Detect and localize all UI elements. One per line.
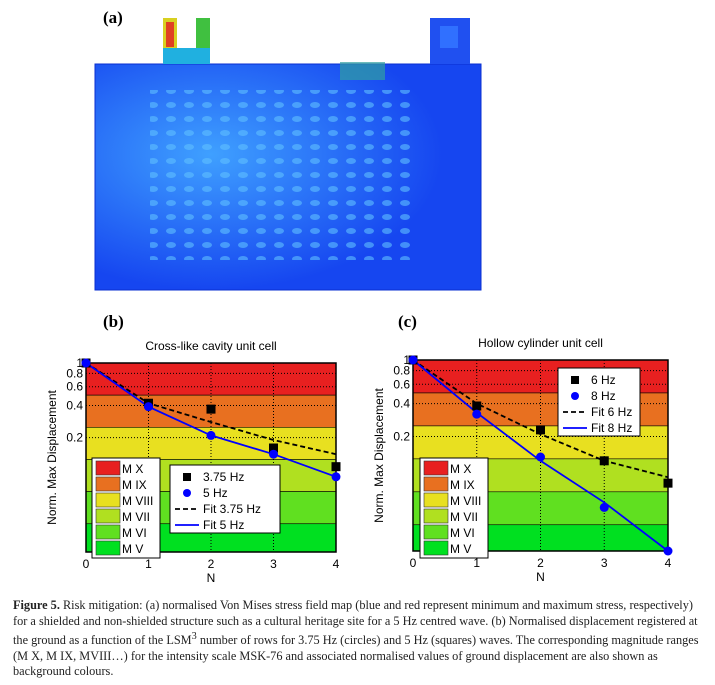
data-point-square	[536, 425, 545, 435]
data-point-circle	[599, 502, 609, 512]
band-legend-label: M V	[450, 542, 471, 556]
data-point-circle	[472, 409, 482, 419]
band-legend-label: M VI	[122, 526, 147, 540]
legend-circle-icon	[183, 489, 191, 497]
band-legend-swatch	[423, 508, 449, 524]
legend-label: 3.75 Hz	[203, 470, 244, 484]
band-legend-swatch	[423, 460, 449, 476]
band-legend-label: M VII	[122, 510, 150, 524]
band-legend-label: M VI	[450, 526, 475, 540]
band-legend-label: M VII	[450, 510, 478, 524]
panel-label-c: (c)	[398, 312, 417, 331]
x-axis-label: N	[536, 570, 545, 584]
band-legend-label: M IX	[450, 478, 475, 492]
x-tick-label: 2	[537, 556, 544, 570]
data-point-circle	[144, 402, 153, 412]
data-point-square	[599, 456, 609, 466]
panel-label-b: (b)	[103, 312, 124, 331]
x-tick-label: 1	[145, 557, 152, 571]
y-axis-label: Norm. Max Displacement	[45, 389, 59, 524]
legend-square-icon	[183, 473, 191, 481]
data-point-square	[472, 401, 482, 411]
band-legend-swatch	[423, 540, 449, 556]
band-legend-swatch	[95, 540, 121, 556]
band-legend-swatch	[423, 492, 449, 508]
data-point-circle	[408, 355, 418, 365]
legend-circle-icon	[571, 392, 579, 400]
legend-label: Fit 6 Hz	[591, 405, 632, 419]
y-tick-label: 0.2	[66, 431, 83, 445]
legend-label: 6 Hz	[591, 373, 616, 387]
data-point-circle	[663, 546, 673, 556]
x-axis-label: N	[207, 571, 216, 585]
band-legend-swatch	[423, 524, 449, 540]
band-legend-label: M V	[122, 542, 143, 556]
caption-text-2: number of rows for 3.75 Hz (circles) and…	[13, 633, 699, 679]
band-legend-swatch	[95, 492, 121, 508]
band-legend-label: M IX	[122, 478, 147, 492]
structure-right	[430, 18, 470, 64]
band-legend-swatch	[423, 476, 449, 492]
legend-label: Fit 5 Hz	[203, 518, 244, 532]
data-point-square	[206, 404, 216, 414]
y-tick-label: 0.2	[393, 430, 410, 444]
plot-frame	[412, 359, 669, 552]
data-point-circle	[206, 430, 216, 440]
y-tick-label: 0.4	[66, 399, 83, 413]
x-tick-label: 3	[601, 556, 608, 570]
y-tick-label: 0.4	[393, 397, 410, 411]
band-legend-label: M X	[450, 462, 471, 476]
data-point-square	[331, 462, 341, 472]
wave-pattern	[150, 90, 410, 260]
y-tick-label: 0.8	[66, 366, 83, 380]
series-fit-3-75-hz	[85, 362, 337, 456]
band-legend-swatch	[95, 476, 121, 492]
x-tick-label: 4	[665, 556, 672, 570]
legend-label: 5 Hz	[203, 486, 228, 500]
band-legend-label: M X	[122, 462, 143, 476]
y-tick-label: 0.8	[393, 364, 410, 378]
structure-left	[163, 18, 210, 64]
legend-square-icon	[571, 376, 579, 384]
plot-frame	[85, 362, 337, 553]
panel-label-a: (a)	[103, 8, 123, 27]
caption-text: Risk mitigation: (a) normalised Von Mise…	[13, 598, 698, 648]
data-point-circle	[536, 452, 545, 462]
band-legend-label: M VIII	[122, 494, 153, 508]
band-legend-swatch	[95, 460, 121, 476]
x-tick-label: 1	[473, 556, 480, 570]
x-tick-label: 4	[333, 557, 340, 571]
y-tick-label: 0.6	[66, 380, 83, 394]
data-point-circle	[331, 472, 341, 482]
legend-label: Fit 3.75 Hz	[203, 502, 261, 516]
data-point-circle	[269, 449, 278, 459]
figure-caption: Figure 5. Risk mitigation: (a) normalise…	[13, 598, 708, 680]
chart-title: Cross-like cavity unit cell	[145, 339, 276, 353]
stress-field-map	[94, 18, 482, 291]
x-tick-label: 2	[208, 557, 215, 571]
data-point-square	[663, 478, 673, 488]
caption-sup: 3	[191, 631, 197, 642]
x-tick-label: 3	[270, 557, 277, 571]
chart-title: Hollow cylinder unit cell	[478, 336, 603, 350]
y-axis-label: Norm. Max Displacement	[372, 387, 386, 522]
band-legend-label: M VIII	[450, 494, 481, 508]
x-tick-label: 0	[83, 557, 90, 571]
y-tick-label: 1	[403, 353, 410, 367]
band-legend-swatch	[95, 508, 121, 524]
band-legend-swatch	[95, 524, 121, 540]
legend-label: Fit 8 Hz	[591, 421, 632, 435]
y-tick-label: 0.6	[393, 377, 410, 391]
legend-label: 8 Hz	[591, 389, 616, 403]
x-tick-label: 0	[410, 556, 417, 570]
data-point-circle	[81, 358, 91, 368]
y-tick-label: 1	[76, 356, 83, 370]
data-point-square	[269, 443, 278, 453]
caption-label: Figure 5.	[13, 598, 60, 612]
shield-zone	[340, 62, 385, 80]
